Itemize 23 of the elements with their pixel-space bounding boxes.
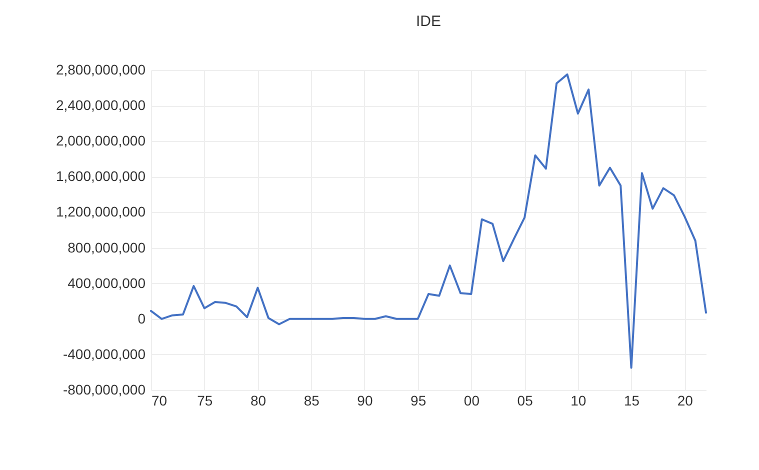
chart-title: IDE xyxy=(416,13,442,30)
x-tick-label: 90 xyxy=(357,392,373,408)
y-tick-label: 1,200,000,000 xyxy=(56,204,146,220)
x-tick-label: 75 xyxy=(197,392,213,408)
x-tick-label: 10 xyxy=(570,392,586,408)
line-series xyxy=(150,73,707,369)
x-tick-label: 80 xyxy=(250,392,266,408)
x-tick-label: 20 xyxy=(677,392,694,408)
y-tick-label: -400,000,000 xyxy=(62,346,146,362)
x-tick-label: 05 xyxy=(517,392,534,408)
x-tick-label: 15 xyxy=(624,392,640,408)
y-tick-label: 2,400,000,000 xyxy=(56,97,146,114)
y-tick-label: -800,000,000 xyxy=(62,382,146,398)
y-tick-label: 1,600,000,000 xyxy=(56,168,146,184)
y-tick-label: 2,800,000,000 xyxy=(56,62,146,78)
y-tick-label: 400,000,000 xyxy=(68,274,146,291)
x-tick-label: 85 xyxy=(304,392,320,408)
x-tick-label: 95 xyxy=(410,392,426,408)
y-tick-label: 0 xyxy=(138,310,146,326)
y-tick-label: 2,000,000,000 xyxy=(56,132,146,149)
x-tick-label: 70 xyxy=(152,392,168,408)
y-tick-label: 800,000,000 xyxy=(68,239,146,256)
x-tick-label: 00 xyxy=(464,392,480,408)
